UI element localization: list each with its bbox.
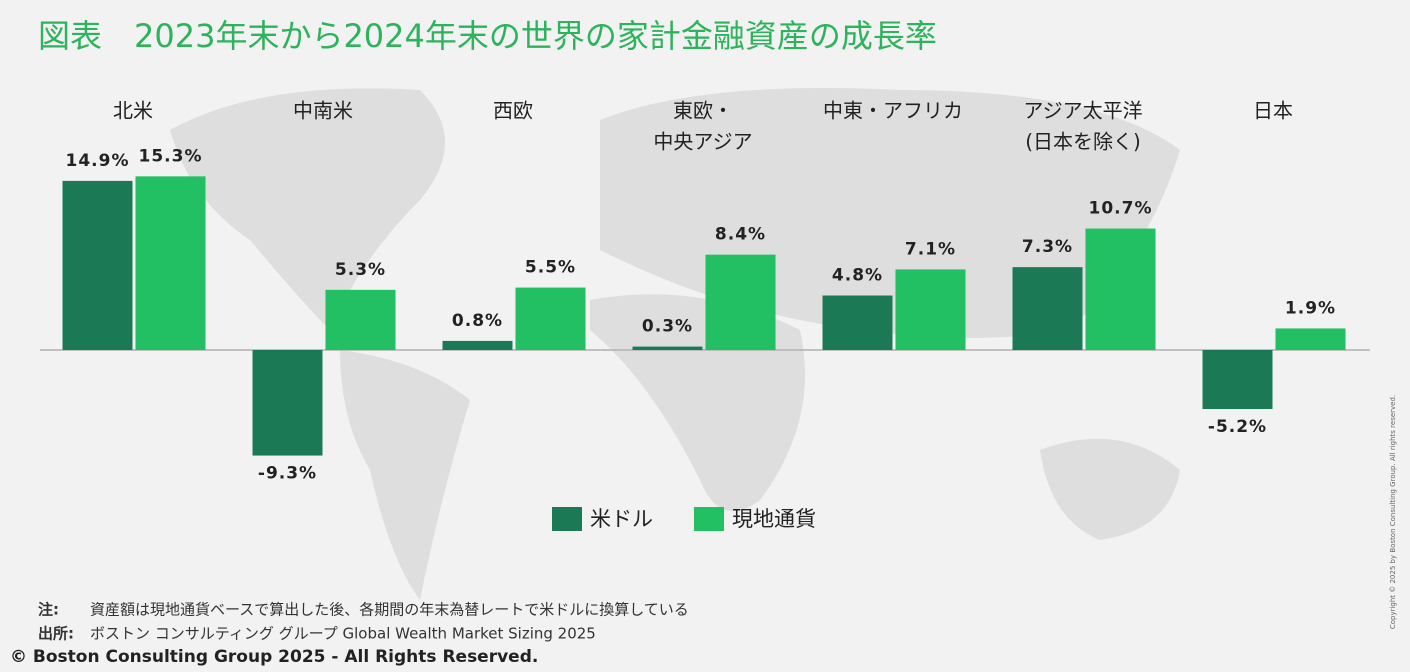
- x-tick-label: 西欧: [493, 99, 533, 123]
- value-label: 1.9%: [1285, 298, 1336, 318]
- x-tick-label: 北米: [113, 99, 153, 123]
- bar: [135, 176, 206, 350]
- value-label: 0.8%: [452, 311, 503, 331]
- legend-label: 米ドル: [590, 507, 653, 531]
- legend: 米ドル 現地通貨: [552, 507, 816, 531]
- value-label: 5.5%: [525, 258, 576, 278]
- x-tick-label: (日本を除く): [1025, 130, 1141, 154]
- bar: [1085, 228, 1156, 350]
- x-tick-label: 日本: [1253, 99, 1293, 123]
- x-tick-label: 中東・アフリカ: [823, 99, 963, 123]
- bar: [62, 180, 133, 350]
- bar: [822, 295, 893, 350]
- value-label: 7.3%: [1022, 237, 1073, 257]
- source: ボストン コンサルティング グループ Global Wealth Market …: [90, 625, 596, 643]
- note-label: 注:: [38, 601, 59, 619]
- side-copyright: Copyright © 2025 by Boston Consulting Gr…: [1389, 395, 1397, 629]
- note: 資産額は現地通貨ベースで算出した後、各期間の年末為替レートで米ドルに換算している: [90, 601, 689, 619]
- bar: [252, 350, 323, 456]
- bar: [895, 269, 966, 350]
- source-label: 出所:: [38, 625, 74, 643]
- value-label: 10.7%: [1089, 199, 1153, 219]
- legend-swatch: [694, 507, 724, 531]
- value-label: -5.2%: [1208, 417, 1267, 437]
- value-label: 5.3%: [335, 260, 386, 280]
- bar: [705, 254, 776, 350]
- copyright: © Boston Consulting Group 2025 - All Rig…: [10, 647, 538, 667]
- bar: [632, 346, 703, 350]
- value-label: 15.3%: [139, 146, 203, 166]
- value-label: 4.8%: [832, 266, 883, 286]
- x-tick-label: アジア太平洋: [1023, 99, 1142, 123]
- value-label: 0.3%: [642, 317, 693, 337]
- bar: [442, 340, 513, 350]
- x-tick-label: 東欧・: [673, 99, 733, 123]
- bar: [515, 287, 586, 350]
- bar: [1275, 328, 1346, 350]
- value-label: 14.9%: [66, 151, 130, 171]
- legend-swatch: [552, 507, 582, 531]
- legend-label: 現地通貨: [732, 507, 816, 531]
- x-tick-label: 中央アジア: [653, 130, 752, 154]
- value-label: -9.3%: [258, 464, 317, 484]
- bar: [325, 289, 396, 350]
- chart-title: 図表 2023年末から2024年末の世界の家計金融資産の成長率: [38, 17, 937, 55]
- value-label: 8.4%: [715, 225, 766, 245]
- x-tick-label: 中南米: [293, 99, 353, 123]
- bar: [1012, 267, 1083, 350]
- value-label: 7.1%: [905, 239, 956, 259]
- bar: [1202, 350, 1273, 410]
